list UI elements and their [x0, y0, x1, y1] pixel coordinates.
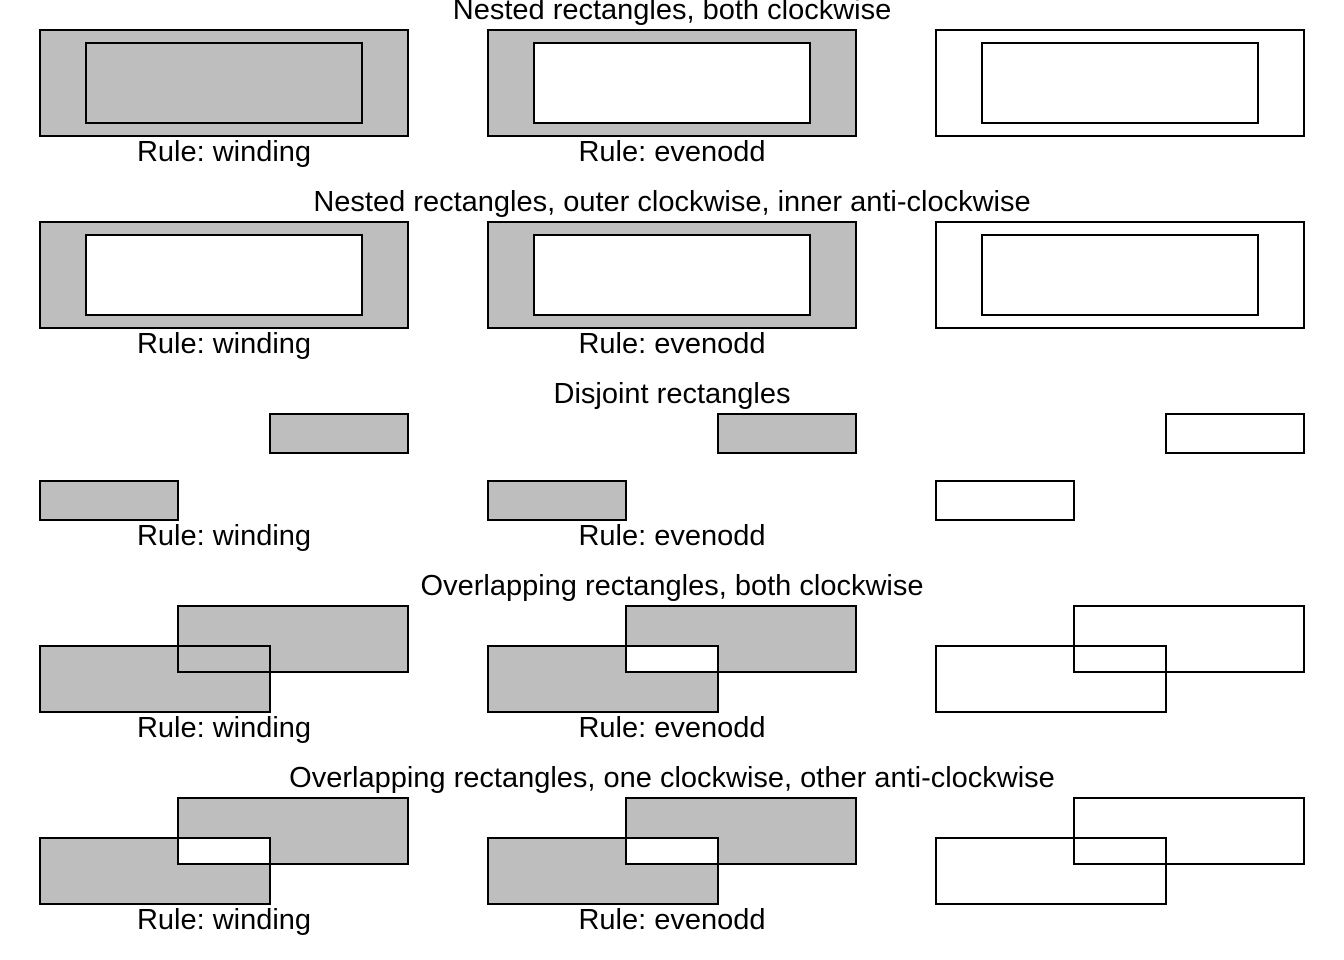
row-5-panel-outline: [935, 797, 1305, 905]
row-2-evenodd-label: Rule: evenodd: [578, 328, 765, 360]
row-1-outline-inner-rect: [981, 42, 1259, 124]
row-4-outline-upper-rect: [1073, 605, 1305, 673]
row-4-panel-winding: [39, 605, 409, 713]
row-5-winding-shape: [40, 798, 408, 904]
row-2-outline-inner-rect: [981, 234, 1259, 316]
row-4-title: Overlapping rectangles, both clockwise: [421, 570, 924, 602]
row-1-outline-outer-rect: [935, 29, 1305, 137]
row-1-winding-label: Rule: winding: [137, 136, 311, 168]
row-2-title: Nested rectangles, outer clockwise, inne…: [313, 186, 1030, 218]
row-5-winding-upper-rect: [177, 797, 409, 865]
row-5-evenodd-lower-rect: [487, 837, 719, 905]
row-1-evenodd-outer-rect: [487, 29, 857, 137]
row-4-evenodd-shape: [488, 606, 856, 712]
row-2-evenodd-inner-rect: [533, 234, 811, 316]
row-2-evenodd-outer-rect: [487, 221, 857, 329]
row-5-title: Overlapping rectangles, one clockwise, o…: [289, 762, 1055, 794]
row-4-outline-lower-rect: [935, 645, 1167, 713]
row-4-winding-shape: [40, 606, 408, 712]
row-2-winding-outer-rect: [39, 221, 409, 329]
row-1-panel-winding: [39, 29, 409, 137]
row-5-evenodd-label: Rule: evenodd: [578, 904, 765, 936]
row-2-panel-evenodd: [487, 221, 857, 329]
row-1-evenodd-inner-rect: [533, 42, 811, 124]
row-5-outline-upper-rect: [1073, 797, 1305, 865]
row-3-panel-outline: [935, 413, 1305, 521]
row-5-panel-evenodd: [487, 797, 857, 905]
row-3-evenodd-upper-rect: [717, 413, 857, 454]
row-3-outline-lower-rect: [935, 480, 1075, 521]
row-3-evenodd-lower-rect: [487, 480, 627, 521]
row-5-winding-label: Rule: winding: [137, 904, 311, 936]
row-2-winding-label: Rule: winding: [137, 328, 311, 360]
row-3-outline-upper-rect: [1165, 413, 1305, 454]
row-3-winding-upper-rect: [269, 413, 409, 454]
row-5-panel-winding: [39, 797, 409, 905]
row-4-winding-label: Rule: winding: [137, 712, 311, 744]
row-4-evenodd-lower-rect: [487, 645, 719, 713]
row-2-winding-inner-rect: [85, 234, 363, 316]
row-2-evenodd-shape: [488, 222, 856, 328]
row-4-winding-upper-rect: [177, 605, 409, 673]
row-4-evenodd-upper-rect: [625, 605, 857, 673]
row-3-title: Disjoint rectangles: [554, 378, 791, 410]
row-3-winding-label: Rule: winding: [137, 520, 311, 552]
row-5-winding-lower-rect: [39, 837, 271, 905]
row-4-panel-evenodd: [487, 605, 857, 713]
row-4-evenodd-label: Rule: evenodd: [578, 712, 765, 744]
row-3-panel-evenodd: [487, 413, 857, 521]
row-4-panel-outline: [935, 605, 1305, 713]
row-2-panel-winding: [39, 221, 409, 329]
row-2-panel-outline: [935, 221, 1305, 329]
row-1-panel-evenodd: [487, 29, 857, 137]
row-3-evenodd-label: Rule: evenodd: [578, 520, 765, 552]
row-5-evenodd-upper-rect: [625, 797, 857, 865]
row-4-winding-lower-rect: [39, 645, 271, 713]
row-1-winding-outer-rect: [39, 29, 409, 137]
row-1-title: Nested rectangles, both clockwise: [453, 0, 891, 26]
row-2-outline-outer-rect: [935, 221, 1305, 329]
row-5-outline-lower-rect: [935, 837, 1167, 905]
row-3-panel-winding: [39, 413, 409, 521]
row-3-winding-lower-rect: [39, 480, 179, 521]
row-2-winding-shape: [40, 222, 408, 328]
row-5-evenodd-shape: [488, 798, 856, 904]
row-1-winding-inner-rect: [85, 42, 363, 124]
row-1-winding-shape: [40, 30, 408, 136]
row-1-panel-outline: [935, 29, 1305, 137]
row-1-evenodd-shape: [488, 30, 856, 136]
row-1-evenodd-label: Rule: evenodd: [578, 136, 765, 168]
